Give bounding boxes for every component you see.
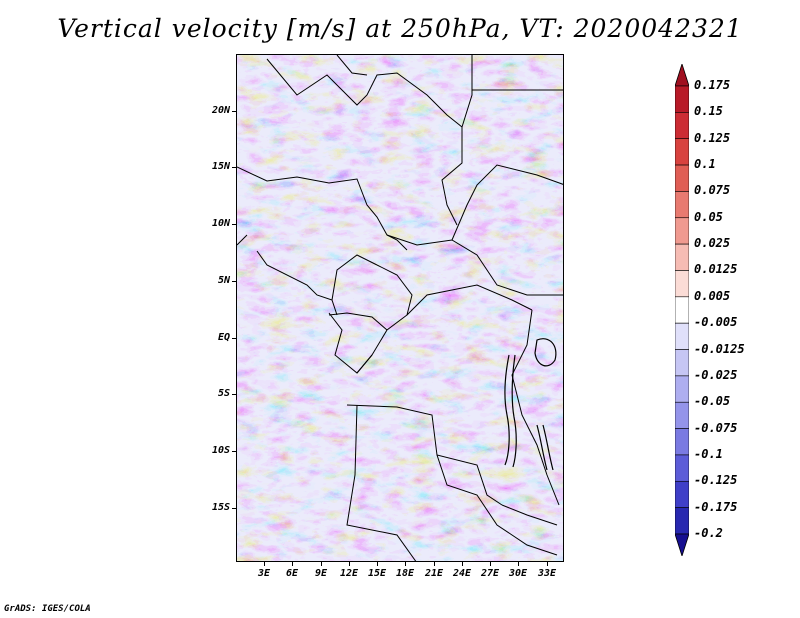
colorbar-swatch xyxy=(675,243,689,271)
colorbar-label: 0.175 xyxy=(694,78,731,92)
colorbar-label: -0.125 xyxy=(694,473,738,488)
lat-label: 5N xyxy=(217,275,230,286)
colorbar-label: 0.05 xyxy=(694,209,723,224)
colorbar-swatch xyxy=(675,428,689,456)
colorbar-top-arrow xyxy=(675,64,689,87)
lat-tick xyxy=(232,167,236,168)
colorbar-label: 0.005 xyxy=(694,288,731,303)
lat-tick xyxy=(232,394,236,395)
colorbar-label: 0.075 xyxy=(694,183,731,198)
colorbar-swatch xyxy=(675,138,689,166)
lon-label: 3E xyxy=(257,568,271,579)
colorbar-swatch xyxy=(675,401,689,429)
lakes xyxy=(504,338,557,471)
colorbar-bottom-arrow xyxy=(675,533,689,556)
lon-label: 9E xyxy=(314,568,328,579)
colorbar-label: 0.025 xyxy=(694,236,731,251)
lon-label: 15E xyxy=(367,568,387,579)
lon-label: 21E xyxy=(424,568,444,579)
colorbar-swatch xyxy=(675,296,689,324)
lat-tick xyxy=(232,508,236,509)
lon-label: 24E xyxy=(452,568,472,579)
lon-label: 27E xyxy=(480,568,500,579)
colorbar-label: -0.1 xyxy=(694,446,723,461)
lon-label: 30E xyxy=(508,568,528,579)
colorbar-swatch xyxy=(675,85,689,113)
lat-tick xyxy=(232,224,236,225)
colorbar-label: -0.2 xyxy=(694,526,723,540)
lat-label: 10S xyxy=(211,445,230,456)
map-panel xyxy=(236,54,564,562)
shaded-field xyxy=(237,55,563,561)
colorbar-label: 0.0125 xyxy=(694,262,738,277)
lat-label: 15N xyxy=(211,161,230,172)
lat-tick xyxy=(232,281,236,282)
lon-tick xyxy=(518,562,519,566)
lon-tick xyxy=(462,562,463,566)
colorbar-swatch xyxy=(675,322,689,350)
software-credit: GrADS: IGES/COLA xyxy=(4,604,91,614)
colorbar-swatch xyxy=(675,270,689,298)
lon-tick xyxy=(264,562,265,566)
lon-label: 18E xyxy=(395,568,415,579)
lat-tick xyxy=(232,451,236,452)
lon-label: 33E xyxy=(537,568,557,579)
colorbar-swatch xyxy=(675,454,689,482)
colorbar-label: -0.0125 xyxy=(694,341,745,356)
lat-label: 10N xyxy=(211,218,230,229)
colorbar-label: -0.05 xyxy=(694,394,731,409)
lat-label: 5S xyxy=(217,388,230,399)
lon-tick xyxy=(547,562,548,566)
vertical-velocity-field xyxy=(237,55,563,561)
colorbar-swatch xyxy=(675,349,689,377)
lon-tick xyxy=(490,562,491,566)
lon-tick xyxy=(405,562,406,566)
lon-label: 12E xyxy=(339,568,359,579)
lat-label: 20N xyxy=(211,105,230,116)
colorbar-swatch xyxy=(675,480,689,508)
colorbar-swatch xyxy=(675,191,689,219)
colorbar-label: 0.125 xyxy=(694,130,731,145)
lat-label: EQ xyxy=(217,332,230,343)
colorbar-swatch xyxy=(675,164,689,192)
lon-tick xyxy=(292,562,293,566)
lon-tick xyxy=(434,562,435,566)
colorbar-label: -0.025 xyxy=(694,367,738,382)
colorbar-swatch xyxy=(675,507,689,535)
country-borders xyxy=(237,55,563,561)
colorbar-label: -0.075 xyxy=(694,420,738,435)
lon-tick xyxy=(321,562,322,566)
plot-title: Vertical velocity [m/s] at 250hPa, VT: 2… xyxy=(57,14,743,43)
field-tint xyxy=(237,55,563,561)
colorbar-swatch xyxy=(675,217,689,245)
colorbar-label: -0.175 xyxy=(694,499,738,514)
colorbar xyxy=(675,64,689,556)
colorbar-swatch xyxy=(675,375,689,403)
lon-tick xyxy=(377,562,378,566)
lon-label: 6E xyxy=(285,568,299,579)
colorbar-label: -0.005 xyxy=(694,315,738,330)
colorbar-swatch xyxy=(675,112,689,140)
lat-label: 15S xyxy=(211,502,230,513)
colorbar-label: 0.1 xyxy=(694,157,716,172)
lat-tick xyxy=(232,111,236,112)
lat-tick xyxy=(232,338,236,339)
colorbar-label: 0.15 xyxy=(694,104,723,119)
lon-tick xyxy=(349,562,350,566)
